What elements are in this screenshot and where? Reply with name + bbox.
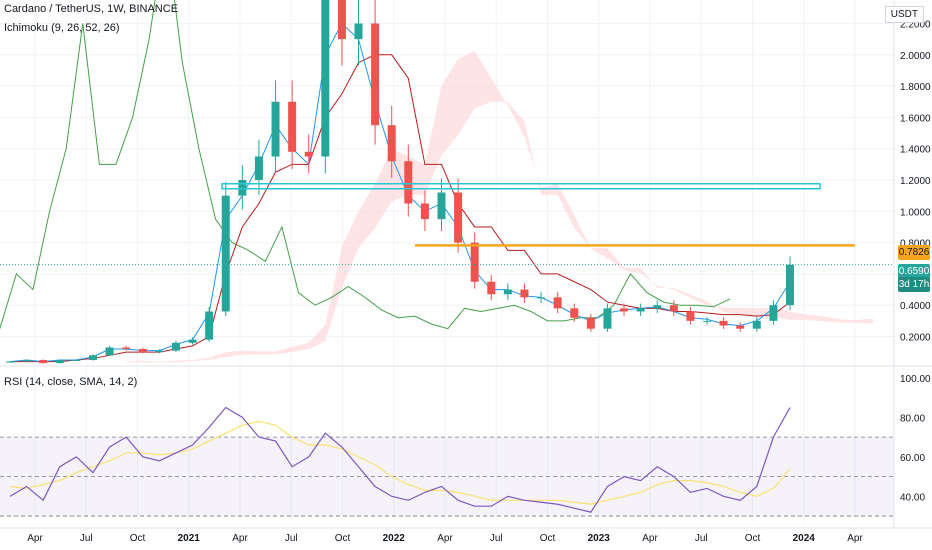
time-tick-label-0: Apr	[27, 533, 43, 544]
rsi-tick-label-0: 40.00	[900, 492, 925, 503]
rsi-legend[interactable]: RSI (14, close, SMA, 14, 2)	[4, 376, 138, 388]
candle-body-4	[72, 360, 81, 361]
price-tick-label-0: 0.2000	[900, 333, 931, 344]
time-tick-label-12: Apr	[642, 533, 658, 544]
candle-body-24	[404, 161, 413, 204]
horizontal-lines	[0, 183, 894, 266]
candle-body-37	[620, 308, 629, 312]
price-tick-label-4: 1.0000	[900, 207, 931, 218]
time-tick-label-6: Oct	[335, 533, 351, 544]
time-tick-label-5: Jul	[285, 533, 298, 544]
rsi-tick-label-2: 80.00	[900, 413, 925, 424]
price-tick-label-1: 0.4000	[900, 301, 931, 312]
candle-body-33	[553, 297, 562, 309]
resistance-zone-box	[221, 183, 821, 190]
price-tick-label-7: 1.6000	[900, 113, 931, 124]
price-tick-label-8: 1.8000	[900, 82, 931, 93]
candle-body-40	[669, 305, 678, 312]
candle-body-14	[238, 180, 247, 196]
price-tick-label-6: 1.4000	[900, 145, 931, 156]
candle-body-3	[55, 360, 64, 364]
candle-body-6	[105, 347, 114, 356]
candles	[6, 0, 794, 364]
candle-body-29	[487, 281, 496, 295]
time-tick-label-13: Jul	[695, 533, 708, 544]
time-tick-label-10: Oct	[540, 533, 556, 544]
candle-body-39	[653, 305, 662, 309]
candle-body-23	[387, 125, 396, 162]
candle-body-1	[22, 360, 31, 362]
price-tick-label-10: 2.2000	[900, 19, 931, 30]
time-tick-label-3: 2021	[178, 533, 201, 544]
candle-body-5	[88, 355, 97, 360]
candle-body-22	[371, 23, 380, 126]
candle-body-28	[470, 242, 479, 282]
candle-body-10	[171, 342, 180, 351]
candle-body-20	[337, 0, 346, 40]
candle-body-12	[205, 311, 214, 340]
candle-body-27	[454, 192, 463, 243]
candle-body-35	[586, 317, 595, 329]
last-price-tag: 0.6590	[898, 264, 930, 279]
lagging-span-line	[0, 0, 731, 330]
candle-body-34	[570, 308, 579, 318]
candle-body-13	[221, 195, 230, 312]
candle-body-38	[636, 308, 645, 312]
time-tick-label-11: 2023	[588, 533, 611, 544]
currency-selector[interactable]: USDT	[884, 6, 924, 23]
rsi-pane	[0, 365, 932, 517]
symbol-title: Cardano / TetherUS, 1W, BINANCE	[4, 3, 179, 15]
candle-body-31	[520, 289, 529, 298]
candle-body-42	[703, 320, 712, 322]
time-tick-label-9: Jul	[490, 533, 503, 544]
price-tick-label-5: 1.2000	[900, 176, 931, 187]
candle-body-8	[138, 349, 147, 353]
rsi-tick-label-3: 100.00	[900, 374, 931, 385]
candle-body-41	[686, 311, 695, 321]
candle-body-0	[6, 361, 14, 363]
time-tick-label-16: Apr	[847, 533, 863, 544]
time-tick-label-1: Jul	[80, 533, 93, 544]
candle-body-36	[603, 308, 612, 329]
candle-body-9	[155, 350, 164, 353]
candle-body-26	[437, 192, 446, 220]
time-tick-label-2: Oct	[130, 533, 146, 544]
candle-body-11	[188, 339, 197, 343]
resistance-price-tag: 0.7826	[898, 245, 930, 260]
kijun-sen-line	[10, 54, 791, 363]
time-tick-label-7: 2022	[383, 533, 406, 544]
candle-body-7	[122, 347, 131, 350]
candle-body-19	[321, 0, 330, 157]
time-tick-label-14: Oct	[745, 533, 761, 544]
time-tick-label-15: 2024	[793, 533, 816, 544]
price-tick-label-9: 2.0000	[900, 51, 931, 62]
candle-body-2	[39, 360, 48, 364]
candle-body-45	[752, 320, 761, 329]
price-tick-label-3: 0.8000	[900, 239, 931, 250]
candle-body-17	[288, 101, 297, 152]
rsi-line	[9, 406, 791, 513]
candle-body-15	[254, 156, 263, 180]
candle-body-46	[769, 305, 778, 321]
candle-body-32	[537, 297, 546, 299]
candle-body-18	[304, 151, 313, 157]
candle-body-44	[736, 325, 745, 329]
countdown-tag: 3d 17h	[898, 277, 930, 292]
time-tick-label-4: Apr	[232, 533, 248, 544]
time-tick-label-8: Apr	[437, 533, 453, 544]
candle-body-47	[786, 264, 794, 306]
ichimoku-legend[interactable]: Ichimoku (9, 26, 52, 26)	[4, 22, 120, 34]
candle-body-43	[719, 320, 728, 326]
candle-body-16	[271, 101, 280, 157]
candle-body-21	[354, 23, 363, 40]
rsi-tick-label-1: 60.00	[900, 453, 925, 464]
candle-body-25	[420, 203, 429, 220]
candle-body-30	[503, 289, 512, 295]
